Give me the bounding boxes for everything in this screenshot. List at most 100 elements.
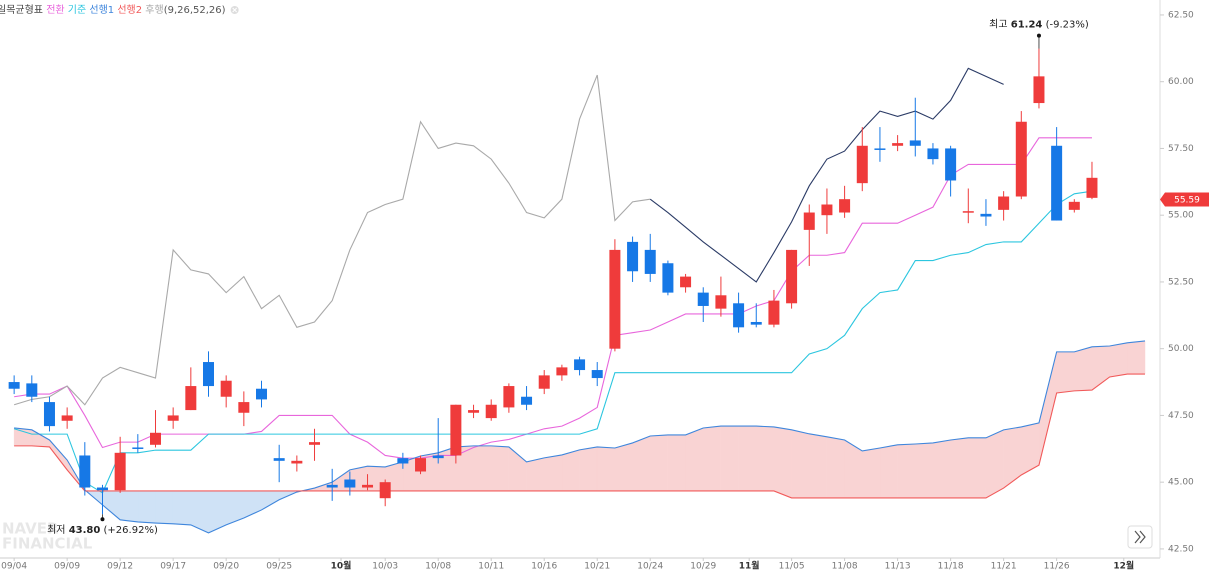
legend-entry: 선행2	[117, 4, 142, 16]
candle-body	[909, 140, 921, 146]
cloud-fill	[579, 446, 598, 492]
candle-body	[998, 196, 1010, 210]
candle-body	[468, 410, 480, 413]
candle-body	[344, 479, 356, 488]
cloud-fill	[649, 434, 669, 492]
annotation-text: 최저	[47, 524, 65, 536]
cloud-fill	[809, 433, 828, 499]
legend-title: 일목균형표	[0, 4, 43, 16]
candle-body	[238, 402, 250, 413]
candle-body	[803, 212, 815, 230]
candle-body	[644, 249, 656, 274]
button-icon	[1134, 530, 1141, 544]
cloud-fill	[1003, 426, 1022, 489]
candle-body	[892, 143, 904, 146]
candle-body	[962, 211, 974, 213]
candle-body	[8, 382, 20, 389]
indicator-line	[13, 74, 651, 406]
annotation-value: 61.24	[1011, 20, 1043, 31]
candle-body	[309, 442, 321, 445]
x-tick-label: 10/24	[637, 562, 663, 571]
candle-body	[927, 148, 939, 160]
legend-entry: 선행1	[89, 4, 114, 16]
cloud-fill	[13, 427, 33, 447]
cloud-fill	[756, 425, 775, 492]
cloud-fill	[119, 490, 139, 523]
candle-body	[79, 455, 91, 488]
candle-body	[291, 460, 303, 464]
candle-body	[556, 367, 568, 376]
candle-body	[379, 482, 391, 499]
candle-body	[1015, 121, 1027, 197]
cloud-fill	[702, 425, 722, 492]
candle-body	[503, 386, 515, 408]
x-tick-label: 10/03	[372, 562, 398, 571]
legend: 일목균형표 전환 기준 선행1 선행2 후행(9,26,52,26)	[0, 4, 226, 16]
candle-body	[149, 432, 161, 445]
candle-body	[839, 199, 851, 213]
cloud-fill	[155, 490, 174, 525]
x-tick-label: 10/11	[478, 562, 504, 571]
annotation-text: 최고	[989, 19, 1007, 31]
candle-body	[96, 487, 108, 491]
x-tick-label: 09/20	[213, 562, 239, 571]
cloud-fill	[720, 425, 739, 492]
candle-body	[326, 484, 338, 488]
cloud-fill	[225, 490, 245, 526]
cloud-fill	[172, 490, 192, 526]
cloud-fill	[915, 442, 934, 499]
candle-body	[591, 370, 603, 379]
legend-entry: 기준	[68, 4, 86, 16]
cloud-fill	[508, 446, 527, 492]
legend-close-icon	[232, 7, 238, 13]
x-tick-label: 11/08	[832, 562, 858, 571]
candle-body	[680, 276, 692, 288]
expand-button[interactable]	[1127, 525, 1153, 549]
cloud-fill	[879, 444, 898, 499]
y-tick-label: 60.00	[1168, 77, 1194, 87]
candle-body	[432, 455, 444, 459]
x-tick-label: 11/13	[885, 562, 911, 571]
legend-entry: 후행	[145, 4, 163, 16]
button-icon	[1139, 530, 1146, 544]
candle-body	[980, 213, 992, 217]
candle-body	[521, 396, 533, 405]
indicator-line	[14, 340, 1146, 534]
annotation-value: 43.80	[69, 525, 101, 536]
cloud-fill	[49, 439, 68, 471]
cloud-fill	[261, 490, 280, 511]
cloud-fill	[738, 425, 757, 492]
cloud-fill	[932, 439, 951, 499]
cloud-fill	[897, 443, 916, 499]
annotation-change: (-9.23%)	[1046, 20, 1089, 31]
indicator-line	[13, 190, 1093, 494]
indicator-line	[649, 67, 1004, 283]
cloud-fill	[791, 429, 810, 499]
annotation: 최고 61.24 (-9.23%)	[989, 19, 1089, 31]
candle-body	[485, 404, 497, 419]
price-tag-label: 55.59	[1174, 195, 1200, 205]
candle-body	[538, 375, 550, 389]
candle-body	[786, 249, 798, 304]
y-tick-label: 52.50	[1168, 277, 1194, 287]
cloud-fill	[596, 446, 616, 492]
candle-body	[26, 383, 38, 397]
candle-body	[733, 303, 745, 328]
watermark-text: NAVER	[2, 520, 59, 538]
x-tick-label: 11월	[739, 560, 760, 571]
candle-body	[61, 415, 73, 421]
cloud-fill	[773, 426, 792, 499]
x-tick-label: 09/25	[266, 562, 292, 571]
y-tick-label: 42.50	[1168, 544, 1194, 554]
candle-body	[856, 145, 868, 184]
candle-body	[167, 415, 179, 421]
candle-body	[821, 204, 833, 216]
cloud-fill	[614, 442, 633, 492]
indicator-line	[14, 373, 1145, 499]
cloud-fill	[473, 445, 492, 492]
x-tick-label: 11/05	[779, 562, 805, 571]
candle-body	[1051, 145, 1063, 221]
watermark-text: FINANCIAL	[2, 535, 93, 553]
